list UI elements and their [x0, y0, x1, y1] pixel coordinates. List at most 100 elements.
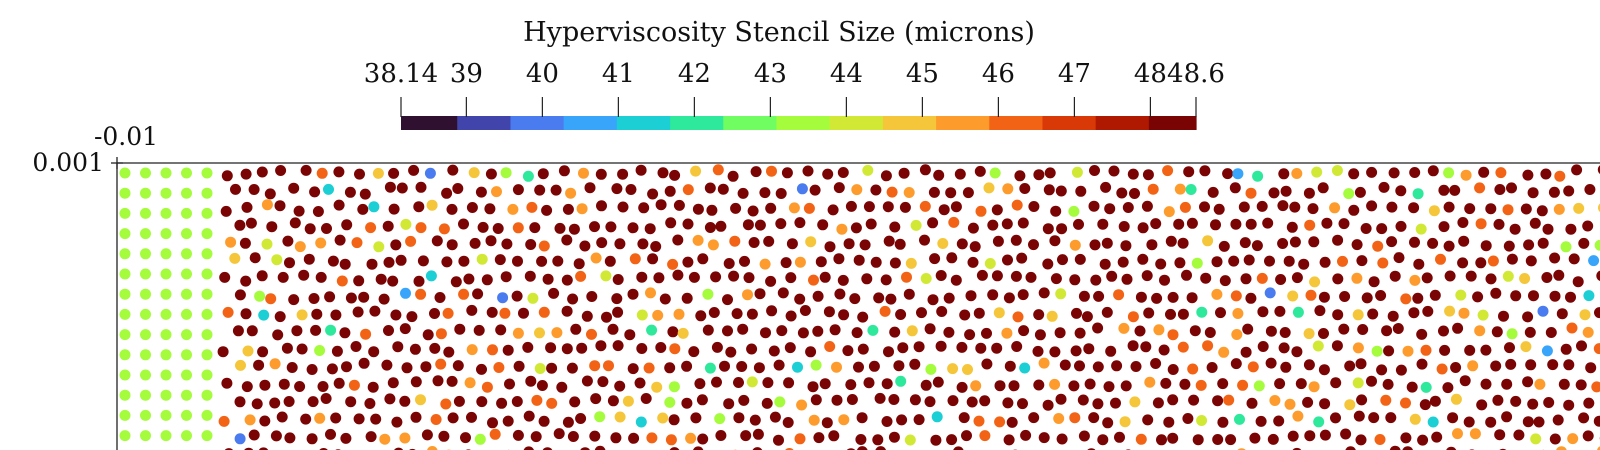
node-point	[672, 269, 684, 281]
node-point	[746, 308, 758, 320]
node-point	[1127, 168, 1139, 180]
node-point	[1120, 380, 1132, 392]
node-point	[722, 325, 733, 337]
node-point	[1077, 394, 1089, 406]
node-point	[489, 428, 501, 440]
node-point	[1277, 200, 1289, 212]
node-point	[1509, 223, 1521, 235]
node-point	[293, 205, 305, 217]
node-point	[888, 431, 900, 443]
node-point	[677, 327, 689, 339]
node-point	[865, 218, 877, 230]
node-point	[284, 257, 295, 269]
node-point	[711, 376, 722, 388]
node-point	[794, 217, 806, 229]
node-point	[1303, 187, 1315, 199]
node-point	[1389, 445, 1401, 450]
node-point	[383, 256, 395, 268]
node-point	[1212, 395, 1224, 407]
node-point	[993, 307, 1005, 319]
node-point	[796, 183, 808, 195]
node-point	[525, 375, 537, 387]
node-point	[431, 235, 443, 247]
node-point	[1050, 273, 1062, 285]
node-point	[634, 377, 646, 389]
node-point	[717, 183, 729, 195]
node-point	[792, 361, 803, 373]
node-point	[607, 395, 619, 407]
node-point	[1252, 170, 1264, 182]
node-point	[481, 381, 493, 393]
node-point	[594, 411, 606, 423]
node-point	[950, 201, 962, 213]
node-point	[501, 238, 513, 250]
node-point	[715, 220, 727, 232]
node-point	[1593, 343, 1600, 355]
node-point	[272, 329, 284, 341]
node-point	[373, 241, 385, 253]
node-point	[1025, 271, 1037, 283]
node-point	[1579, 309, 1591, 321]
node-point	[541, 204, 553, 216]
node-point	[573, 258, 585, 270]
node-point	[359, 188, 371, 200]
node-point	[1548, 186, 1560, 198]
node-point	[1505, 358, 1517, 370]
node-point	[899, 201, 911, 213]
node-point	[673, 199, 685, 211]
node-point	[1289, 236, 1301, 248]
node-point	[1552, 414, 1564, 426]
node-point	[270, 430, 282, 442]
node-point	[401, 362, 413, 374]
node-point	[309, 186, 321, 198]
node-point	[783, 377, 795, 389]
node-point	[1245, 187, 1257, 199]
node-point	[524, 270, 536, 282]
node-point	[1356, 394, 1368, 406]
node-point	[1459, 375, 1471, 387]
node-point	[511, 396, 523, 407]
node-point	[1413, 258, 1425, 270]
node-point	[1329, 202, 1341, 214]
node-point	[1088, 200, 1100, 212]
node-point	[576, 203, 588, 215]
node-point	[664, 362, 676, 374]
node-point	[850, 222, 862, 234]
node-point	[1416, 328, 1428, 340]
node-point	[1344, 399, 1356, 411]
node-point	[1412, 188, 1424, 200]
node-point	[1421, 272, 1433, 284]
node-point	[810, 359, 822, 371]
node-point	[578, 167, 589, 179]
node-point	[382, 220, 394, 232]
node-point	[1549, 252, 1561, 264]
node-point	[1274, 305, 1286, 317]
grid-point	[201, 248, 213, 260]
node-point	[737, 323, 749, 335]
node-point	[1108, 165, 1120, 177]
node-point	[694, 378, 706, 390]
node-point	[1480, 240, 1492, 252]
node-point	[834, 288, 846, 300]
grid-point	[140, 248, 151, 260]
node-point	[819, 271, 831, 283]
node-point	[1582, 326, 1594, 338]
node-point	[550, 184, 562, 196]
node-point	[1199, 201, 1210, 213]
node-point	[358, 291, 370, 303]
node-point	[1417, 434, 1429, 446]
node-point	[773, 434, 784, 446]
node-point	[1477, 309, 1489, 321]
node-point	[1553, 269, 1565, 281]
node-point	[1450, 362, 1462, 373]
grid-point	[160, 228, 172, 240]
node-point	[266, 221, 278, 233]
node-point	[1563, 185, 1575, 197]
node-point	[288, 182, 300, 194]
node-point	[1090, 274, 1102, 286]
node-point	[469, 237, 481, 249]
node-point	[827, 204, 839, 216]
node-point	[1443, 201, 1455, 213]
node-point	[1057, 254, 1068, 266]
node-point	[1104, 203, 1116, 215]
